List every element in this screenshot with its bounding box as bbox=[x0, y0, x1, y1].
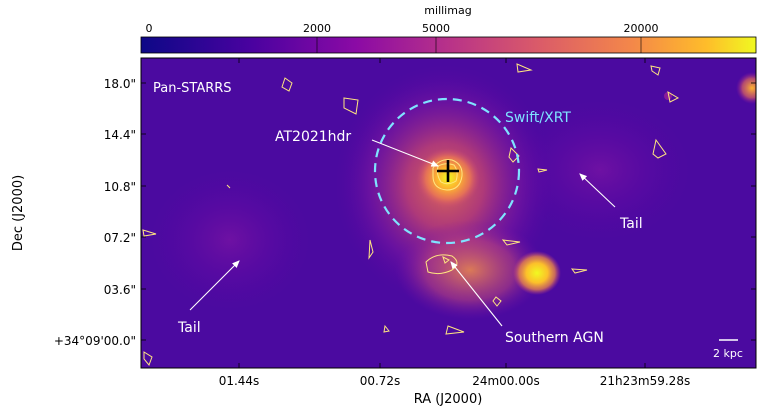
x-tick-2: 24m00.00s bbox=[472, 374, 540, 388]
colorbar-label: millimag bbox=[424, 4, 471, 17]
arrow-southern-agn bbox=[450, 261, 503, 327]
swift-xrt-aperture bbox=[373, 97, 521, 245]
arrow-at2021hdr bbox=[371, 139, 440, 167]
arrow-tail-left bbox=[189, 260, 240, 311]
x-tick-0: 01.44s bbox=[219, 374, 260, 388]
scalebar: 2 kpc bbox=[713, 339, 743, 360]
colorbar-tick-0: 0 bbox=[146, 22, 153, 35]
y-tick-labels: 18.0" 14.4" 10.8" 07.2" 03.6" +34°09'00.… bbox=[54, 77, 136, 348]
image-panel: Pan-STARRS Swift/XRT AT2021hdr Tail Tail… bbox=[140, 57, 757, 369]
axis-ticks bbox=[141, 58, 756, 368]
tail-right-label: Tail bbox=[619, 216, 643, 232]
tail-left-label: Tail bbox=[177, 320, 201, 336]
colorbar: millimag 0 2000 5000 20000 bbox=[140, 4, 757, 54]
scalebar-label: 2 kpc bbox=[713, 347, 743, 360]
y-tick-0: 18.0" bbox=[104, 77, 136, 91]
arrow-tail-right bbox=[579, 173, 616, 208]
x-tick-1: 00.72s bbox=[360, 374, 401, 388]
colorbar-tick-2: 5000 bbox=[422, 22, 450, 35]
x-tick-3: 21h23m59.28s bbox=[600, 374, 690, 388]
annotation-arrows bbox=[189, 139, 616, 327]
colorbar-tick-1: 2000 bbox=[303, 22, 331, 35]
aperture-label: Swift/XRT bbox=[505, 110, 571, 126]
transient-cross-marker bbox=[437, 160, 459, 182]
survey-label: Pan-STARRS bbox=[153, 81, 232, 96]
y-tick-3: 07.2" bbox=[104, 231, 136, 245]
y-axis-label: Dec (J2000) bbox=[11, 175, 26, 251]
transient-label: AT2021hdr bbox=[275, 129, 351, 145]
y-tick-1: 14.4" bbox=[104, 128, 136, 142]
colorbar-tick-3: 20000 bbox=[624, 22, 659, 35]
galaxy-image bbox=[150, 65, 756, 320]
y-tick-4: 03.6" bbox=[104, 283, 136, 297]
x-axis-label: RA (J2000) bbox=[414, 392, 483, 407]
southern-agn-label: Southern AGN bbox=[505, 330, 604, 346]
image-frame bbox=[140, 57, 757, 369]
y-tick-2: 10.8" bbox=[104, 180, 136, 194]
y-tick-5: +34°09'00.0" bbox=[54, 334, 136, 348]
x-tick-labels: 01.44s 00.72s 24m00.00s 21h23m59.28s bbox=[219, 374, 691, 388]
colorbar-gradient bbox=[140, 36, 757, 54]
